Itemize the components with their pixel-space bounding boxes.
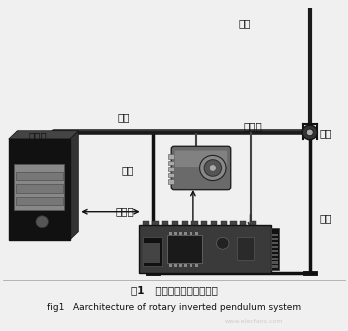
Bar bbox=[190, 232, 192, 235]
Bar bbox=[272, 261, 278, 264]
Text: 计算机: 计算机 bbox=[29, 131, 48, 141]
Bar bbox=[195, 232, 198, 235]
Bar bbox=[174, 232, 177, 235]
Bar bbox=[168, 167, 174, 171]
Text: 摆杆: 摆杆 bbox=[238, 18, 251, 28]
Bar bbox=[174, 264, 177, 267]
Bar bbox=[250, 221, 256, 225]
Bar bbox=[16, 184, 63, 193]
Text: fig1   Aarchitecture of rotary inverted pendulum system: fig1 Aarchitecture of rotary inverted pe… bbox=[47, 303, 301, 312]
Bar bbox=[190, 264, 192, 267]
Bar bbox=[182, 221, 188, 225]
FancyBboxPatch shape bbox=[171, 146, 231, 190]
Bar bbox=[16, 172, 63, 180]
Bar bbox=[195, 264, 198, 267]
Bar bbox=[168, 154, 174, 159]
Bar bbox=[172, 221, 178, 225]
Bar bbox=[143, 237, 162, 266]
Bar bbox=[152, 221, 159, 225]
Bar bbox=[167, 235, 202, 263]
Bar bbox=[14, 164, 64, 210]
FancyBboxPatch shape bbox=[175, 151, 227, 167]
Bar bbox=[168, 161, 174, 165]
Bar bbox=[272, 242, 278, 244]
Bar bbox=[169, 264, 172, 267]
Bar bbox=[237, 237, 254, 260]
Text: 传感器: 传感器 bbox=[244, 121, 262, 131]
Text: 控制器: 控制器 bbox=[115, 206, 134, 216]
Bar bbox=[221, 221, 227, 225]
Circle shape bbox=[302, 125, 317, 140]
Circle shape bbox=[216, 237, 229, 249]
Text: 支点: 支点 bbox=[319, 128, 332, 138]
Text: 图1   旋转倒立摆的总体架构: 图1 旋转倒立摆的总体架构 bbox=[130, 286, 218, 296]
Bar bbox=[272, 250, 278, 252]
Text: 旋臂: 旋臂 bbox=[117, 112, 130, 122]
Bar bbox=[211, 221, 217, 225]
Bar bbox=[139, 225, 271, 273]
Bar bbox=[271, 228, 279, 270]
Bar bbox=[201, 221, 207, 225]
Bar bbox=[272, 258, 278, 260]
Bar bbox=[272, 234, 278, 236]
Text: 支架: 支架 bbox=[319, 213, 332, 223]
Bar bbox=[179, 232, 182, 235]
Bar bbox=[184, 264, 187, 267]
Bar bbox=[143, 221, 149, 225]
Text: www.elecfans.com: www.elecfans.com bbox=[225, 318, 283, 324]
Bar bbox=[272, 265, 278, 268]
Bar bbox=[179, 264, 182, 267]
Bar bbox=[240, 221, 246, 225]
Bar bbox=[272, 246, 278, 248]
Polygon shape bbox=[9, 131, 78, 139]
Circle shape bbox=[209, 165, 216, 171]
Circle shape bbox=[36, 216, 48, 228]
Bar bbox=[184, 232, 187, 235]
Polygon shape bbox=[70, 131, 78, 240]
Bar bbox=[16, 197, 63, 205]
Text: 电机: 电机 bbox=[121, 165, 134, 175]
Bar bbox=[230, 221, 237, 225]
Bar bbox=[169, 232, 172, 235]
Bar bbox=[168, 173, 174, 177]
Bar bbox=[272, 254, 278, 256]
Circle shape bbox=[306, 129, 313, 136]
Bar bbox=[144, 243, 160, 263]
Bar bbox=[162, 221, 168, 225]
Circle shape bbox=[204, 160, 222, 176]
Bar bbox=[9, 139, 70, 240]
Bar bbox=[168, 179, 174, 184]
Bar bbox=[191, 221, 198, 225]
Bar bbox=[272, 238, 278, 240]
Circle shape bbox=[200, 156, 226, 181]
